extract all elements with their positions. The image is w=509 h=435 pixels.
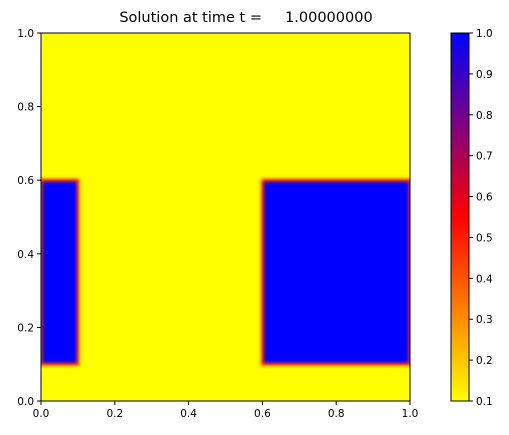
colorbar-gradient (451, 33, 469, 401)
y-tick-label: 0.0 (17, 396, 34, 408)
plot-frame (40, 32, 411, 402)
x-tick-label: 0.8 (328, 408, 345, 420)
colorbar-tick-label: 0.6 (476, 192, 493, 204)
colorbar-tick-label: 0.4 (476, 273, 493, 285)
chart-title: Solution at time t = 1.00000000 (119, 10, 372, 26)
colorbar-tick-label: 0.9 (476, 69, 493, 81)
x-tick-label: 0.2 (106, 408, 123, 420)
colorbar-tick-label: 0.8 (476, 110, 493, 122)
colorbar-tick-label: 0.1 (476, 396, 493, 408)
colorbar-tick-label: 0.5 (476, 232, 493, 244)
colorbar-tick-label: 0.3 (476, 314, 493, 326)
y-axis: 0.0 0.2 0.4 0.6 0.8 1.0 (17, 28, 41, 408)
colorbar-tick-label: 0.7 (476, 151, 493, 163)
y-tick-label: 0.6 (17, 175, 34, 187)
colorbar-tick-label: 0.2 (476, 355, 493, 367)
y-tick-label: 0.2 (17, 322, 34, 334)
x-tick-label: 0.0 (33, 408, 50, 420)
heatmap-region-1 (41, 178, 80, 366)
x-tick-label: 1.0 (402, 408, 419, 420)
heatmap-region-core (263, 181, 409, 363)
y-tick-label: 1.0 (17, 28, 34, 40)
x-tick-label: 0.4 (180, 408, 197, 420)
heatmap-region-core (42, 181, 77, 363)
x-axis: 0.0 0.2 0.4 0.6 0.8 1.0 (33, 401, 419, 420)
heatmap-regions (41, 178, 410, 366)
colorbar-ticks: 0.1 0.2 0.3 0.4 0.5 0.6 0.7 0.8 0.9 1.0 (469, 28, 493, 408)
plot-area (41, 33, 410, 401)
colorbar: 0.1 0.2 0.3 0.4 0.5 0.6 0.7 0.8 0.9 1.0 (450, 28, 493, 408)
y-tick-label: 0.8 (17, 102, 34, 114)
colorbar-frame (450, 32, 470, 402)
colorbar-tick-label: 1.0 (476, 28, 493, 40)
y-tick-label: 0.4 (17, 249, 34, 261)
heatmap-region-2 (260, 178, 410, 366)
x-tick-label: 0.6 (254, 408, 271, 420)
